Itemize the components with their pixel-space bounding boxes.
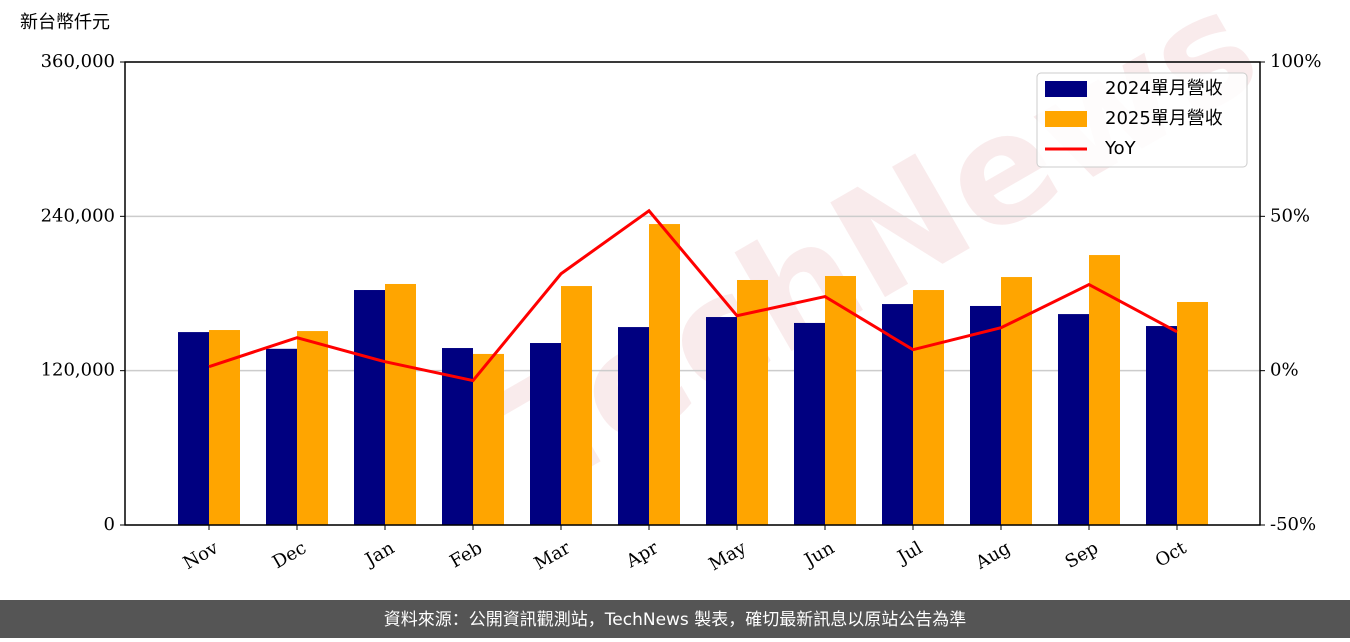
x-tick-label: Jun (799, 537, 838, 572)
bar (297, 331, 328, 525)
y-tick-label: 120,000 (41, 360, 115, 381)
legend-box (1036, 72, 1248, 168)
y2-tick-label: 0% (1270, 360, 1299, 381)
bar (266, 348, 297, 525)
x-tick-label: Mar (531, 537, 575, 574)
x-tick-label: Feb (446, 537, 486, 572)
line (208, 208, 1178, 383)
bar (530, 343, 561, 525)
y-axis-unit: 新台幣仟元 (20, 12, 110, 33)
y2-tick-label: 50% (1270, 205, 1310, 226)
bar (1089, 255, 1120, 525)
bar (618, 327, 649, 525)
bar (825, 276, 856, 525)
x-tick-label: Apr (622, 537, 662, 572)
bar (1001, 277, 1032, 525)
legend-label: 2024單月營收 (1105, 78, 1223, 99)
x-tick-label: Aug (971, 537, 1014, 574)
source-note: 資料來源：公開資訊觀測站，TechNews 製表，確切最新訊息以原站公告為準 (384, 610, 966, 630)
bar (882, 304, 913, 525)
bar (649, 224, 680, 526)
y2-tick-label: 100% (1270, 51, 1321, 72)
legend-label: 2025單月營收 (1105, 108, 1223, 129)
bar (737, 279, 768, 525)
bar (561, 286, 592, 525)
legend-label: YoY (1104, 138, 1137, 159)
bar (794, 322, 825, 525)
x-tick-label: Dec (269, 537, 310, 573)
bar (706, 317, 737, 525)
legend-swatch (1045, 81, 1087, 97)
x-tick-label: Jan (360, 537, 398, 571)
bar (178, 332, 209, 525)
x-tick-label: Sep (1062, 537, 1102, 572)
x-tick-label: Nov (180, 537, 223, 574)
plot-frame (124, 61, 1261, 526)
x-tick-label: Jul (892, 537, 926, 569)
x-tick-label: Oct (1152, 537, 1191, 572)
bar (1177, 301, 1208, 525)
y-tick-label: 0 (104, 514, 115, 535)
y-tick-label: 360,000 (41, 51, 115, 72)
y-tick-label: 240,000 (41, 205, 115, 226)
x-tick-label: May (705, 537, 750, 575)
bar (473, 353, 504, 525)
bar (913, 290, 944, 525)
bar (1058, 314, 1089, 525)
y2-tick-label: -50% (1270, 514, 1316, 535)
bar (385, 283, 416, 525)
footer-band (0, 600, 1350, 638)
bar (354, 290, 385, 525)
legend-swatch (1045, 111, 1087, 127)
bar (970, 305, 1001, 525)
bar (1146, 326, 1177, 525)
